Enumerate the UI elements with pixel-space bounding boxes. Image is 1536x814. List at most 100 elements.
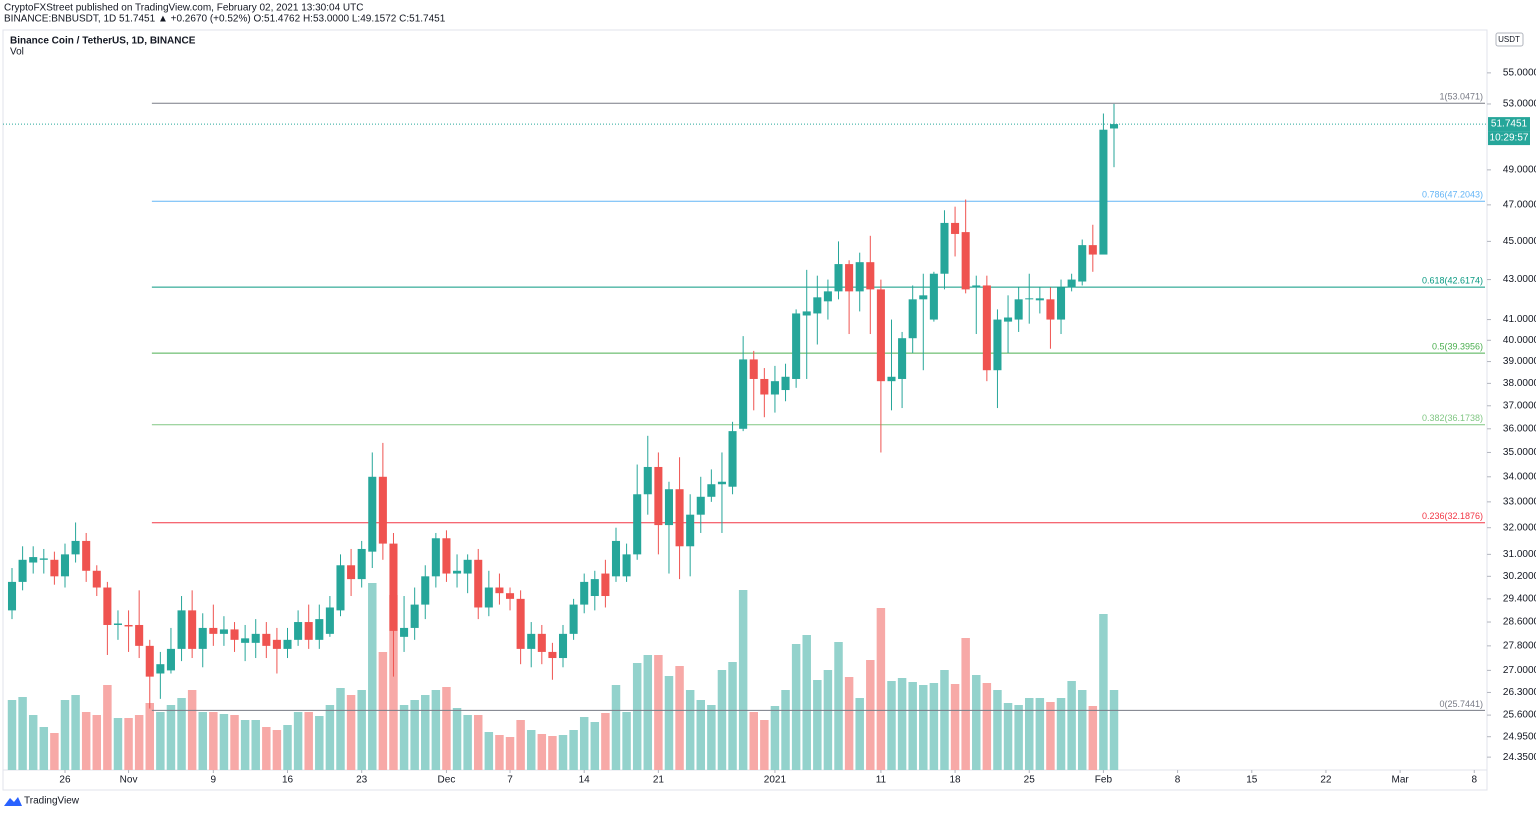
- candle-body: [1057, 287, 1066, 320]
- x-tick-label: 22: [1320, 775, 1332, 786]
- footer-brand: TradingView: [24, 796, 80, 807]
- volume-bar: [156, 712, 165, 770]
- candle-body: [908, 299, 917, 339]
- candle-body: [1035, 298, 1044, 301]
- x-tick-label: 8: [1175, 775, 1181, 786]
- volume-bar: [336, 688, 345, 770]
- candle-body: [760, 378, 769, 395]
- y-tick-label: 32.0000: [1503, 522, 1536, 533]
- publisher-line: CryptoFXStreet published on TradingView.…: [4, 3, 363, 14]
- volume-bar: [1109, 690, 1119, 770]
- y-tick-label: 27.0000: [1503, 665, 1536, 676]
- volume-bar: [198, 712, 207, 770]
- y-tick-label: 28.6000: [1503, 617, 1536, 628]
- volume-bar: [505, 737, 515, 770]
- candle-body: [431, 538, 440, 577]
- candle-body: [336, 565, 345, 611]
- candle-body: [495, 587, 504, 594]
- y-tick-label: 24.3500: [1503, 752, 1536, 763]
- countdown-label: 10:29:57: [1490, 133, 1529, 144]
- candle-body: [103, 587, 112, 625]
- volume-bar: [92, 715, 102, 770]
- volume-bar: [293, 712, 303, 770]
- candle-body: [548, 651, 557, 659]
- candle-body: [898, 338, 907, 379]
- volume-bar: [60, 700, 70, 770]
- x-tick-label: Mar: [1391, 775, 1409, 786]
- y-tick-label: 24.9500: [1503, 731, 1536, 742]
- candle-body: [113, 623, 122, 625]
- candle-body: [389, 543, 398, 631]
- volume-bar: [590, 722, 600, 770]
- volume-bar: [357, 690, 366, 770]
- candle-body: [516, 598, 525, 649]
- fib-label: 0(25.7441): [1439, 699, 1483, 709]
- footer-logo[interactable]: TradingView: [4, 796, 80, 807]
- candle-body: [1014, 299, 1023, 320]
- y-tick-label: 38.0000: [1503, 378, 1536, 389]
- volume-bar: [601, 713, 610, 770]
- candle-body: [590, 579, 599, 597]
- candle-body: [611, 540, 621, 577]
- candle-body: [686, 514, 695, 547]
- last-price-box: [1488, 117, 1530, 132]
- currency-box[interactable]: [1495, 32, 1524, 47]
- candle-body: [209, 627, 218, 634]
- currency-label: USDT: [1498, 35, 1520, 44]
- candle-body: [410, 604, 419, 628]
- volume-bar: [304, 712, 313, 770]
- candle-body: [866, 262, 875, 290]
- candle-body: [1078, 245, 1087, 282]
- x-tick-label: 23: [356, 775, 368, 786]
- volume-bar: [1088, 706, 1098, 770]
- volume-bar: [283, 725, 292, 770]
- candle-body: [823, 291, 832, 302]
- y-tick-label: 40.0000: [1503, 335, 1536, 346]
- candle-body: [1099, 129, 1108, 255]
- candle-body: [1067, 279, 1076, 288]
- y-tick-label: 35.0000: [1503, 447, 1536, 458]
- candle-body: [219, 629, 228, 634]
- y-tick-label: 43.0000: [1503, 274, 1536, 285]
- candle-body: [177, 610, 186, 649]
- candle-body: [262, 633, 271, 646]
- x-tick-label: 14: [579, 775, 591, 786]
- candle-body: [845, 264, 854, 292]
- volume-bar: [622, 712, 631, 770]
- volume-bar: [1025, 698, 1034, 770]
- plot-layer: 1(53.0471) 0.786(47.2043) 0.618(42.6174) 0.…: [3, 92, 1487, 770]
- candle-body: [82, 540, 91, 571]
- volume-bar: [1056, 698, 1066, 770]
- y-tick-label: 39.0000: [1503, 356, 1536, 367]
- legend-title: Binance Coin / TetherUS, 1D, BINANCE: [10, 36, 196, 47]
- candle-body: [474, 559, 483, 608]
- candle-body: [707, 484, 716, 497]
- candle-body: [569, 604, 578, 634]
- volume-bar: [760, 720, 769, 770]
- candle-body: [272, 639, 281, 649]
- volume-bar: [940, 670, 949, 770]
- y-tick-label: 47.0000: [1503, 200, 1536, 211]
- candle-body: [315, 619, 324, 640]
- logo-icon: [4, 797, 22, 806]
- last-price-label: 51.7451: [1491, 119, 1528, 130]
- candle-body: [876, 289, 885, 382]
- candle-body: [982, 285, 991, 371]
- candle-body: [802, 311, 811, 316]
- candle-body: [1004, 317, 1013, 322]
- volume-bar: [855, 698, 864, 770]
- volume-bar: [71, 695, 80, 770]
- volume-bar: [145, 703, 154, 770]
- candle-body: [39, 558, 48, 560]
- candle-body: [325, 607, 334, 634]
- volume-bar: [1014, 705, 1023, 770]
- candle-body: [347, 565, 356, 580]
- candle-body: [135, 624, 144, 646]
- volume-bar: [950, 684, 960, 770]
- x-tick-label: 9: [211, 775, 217, 786]
- volume-bar: [537, 734, 547, 770]
- volume-bar: [495, 735, 504, 770]
- candle-body: [251, 633, 260, 643]
- y-tick-label: 41.0000: [1503, 314, 1536, 325]
